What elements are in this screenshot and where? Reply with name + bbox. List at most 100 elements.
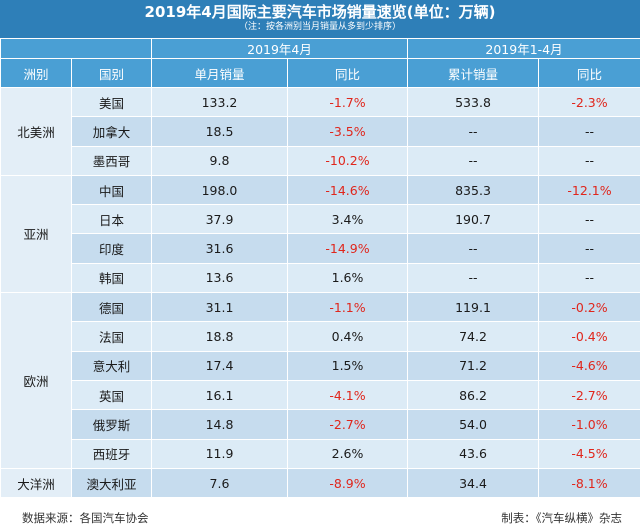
table-row: 印度 31.6 -14.9% -- -- <box>1 233 640 264</box>
yoy-month-cell: -1.7% <box>286 86 409 118</box>
yoy-ytd-cell: -0.2% <box>538 292 640 323</box>
table-row: 韩国 13.6 1.6% -- -- <box>1 262 640 294</box>
monthly-cell: 7.6 <box>151 467 288 499</box>
page-title: 2019年4月国际主要汽车市场销量速览(单位：万辆) <box>144 3 496 21</box>
table-row: 欧洲 德国 31.1 -1.1% 119.1 -0.2% <box>0 292 640 469</box>
country-cell: 法国 <box>71 321 152 352</box>
table-row: 亚洲 中国 198.0 -14.6% 835.3 -12.1% <box>0 174 640 294</box>
monthly-cell: 18.8 <box>151 321 288 352</box>
yoy-month-cell: 1.5% <box>286 350 409 381</box>
sales-table: 2019年4月 2019年1-4月 洲别 国别 单月销量 同比 累计销量 同比 … <box>0 38 640 499</box>
table-maker: 制表：《汽车纵横》杂志 <box>501 511 622 525</box>
yoy-month-cell: 0.4% <box>286 321 409 352</box>
table-row: 西班牙 11.9 2.6% 43.6 -4.5% <box>1 438 640 469</box>
yoy-ytd-cell: -4.5% <box>538 438 640 469</box>
table-row: 俄罗斯 14.8 -2.7% 54.0 -1.0% <box>1 409 640 440</box>
country-cell: 澳大利亚 <box>71 467 152 499</box>
yoy-ytd-cell: -8.1% <box>538 467 640 499</box>
cumulative-cell: 71.2 <box>407 350 540 381</box>
cumulative-cell: 119.1 <box>407 292 540 323</box>
header-country: 国别 <box>71 58 152 88</box>
page-subtitle: （注：按各洲别当月销量从多到少排序） <box>238 22 401 32</box>
table-row: 加拿大 18.5 -3.5% -- -- <box>1 116 640 147</box>
header-monthly-sales: 单月销量 <box>151 58 288 88</box>
region-north-america: 北美洲 <box>0 87 72 176</box>
monthly-cell: 11.9 <box>151 438 288 469</box>
yoy-ytd-cell: -0.4% <box>538 321 640 352</box>
table-row: 北美洲 美国 133.2 -1.7% 533.8 -2.3% <box>0 86 640 176</box>
yoy-ytd-cell: -1.0% <box>538 409 640 440</box>
country-cell: 意大利 <box>71 350 152 381</box>
country-cell: 英国 <box>71 379 152 411</box>
country-cell: 加拿大 <box>71 116 152 147</box>
monthly-cell: 9.8 <box>151 145 288 176</box>
cumulative-cell: -- <box>407 145 540 176</box>
region-oceania: 大洋洲 <box>0 467 72 499</box>
header-row-columns: 洲别 国别 单月销量 同比 累计销量 同比 <box>0 58 640 88</box>
yoy-month-cell: -1.1% <box>286 292 409 323</box>
monthly-cell: 37.9 <box>151 204 288 235</box>
yoy-month-cell: -14.6% <box>286 174 409 206</box>
header-row-period: 2019年4月 2019年1-4月 <box>0 38 640 59</box>
cumulative-cell: 74.2 <box>407 321 540 352</box>
yoy-month-cell: 2.6% <box>286 438 409 469</box>
table-row: 日本 37.9 3.4% 190.7 -- <box>1 204 640 235</box>
cumulative-cell: -- <box>407 116 540 147</box>
cumulative-cell: 34.4 <box>407 467 540 499</box>
yoy-month-cell: -3.5% <box>286 116 409 147</box>
country-cell: 德国 <box>71 292 152 323</box>
region-asia: 亚洲 <box>0 174 72 294</box>
header-yoy-month: 同比 <box>286 58 409 88</box>
yoy-month-cell: -4.1% <box>286 379 409 411</box>
yoy-ytd-cell: -2.3% <box>538 86 640 118</box>
title-bar: 2019年4月国际主要汽车市场销量速览(单位：万辆) （注：按各洲别当月销量从多… <box>0 0 640 38</box>
cumulative-cell: -- <box>407 233 540 264</box>
country-cell: 印度 <box>71 233 152 264</box>
footer: 数据来源：各国汽车协会 制表：《汽车纵横》杂志 <box>0 504 640 530</box>
yoy-ytd-cell: -- <box>538 204 640 235</box>
yoy-month-cell: -10.2% <box>286 145 409 176</box>
yoy-ytd-cell: -- <box>538 262 640 294</box>
yoy-ytd-cell: -- <box>538 145 640 176</box>
yoy-month-cell: -2.7% <box>286 409 409 440</box>
header-blank <box>0 38 152 59</box>
header-cumulative-sales: 累计销量 <box>407 58 540 88</box>
table-row: 意大利 17.4 1.5% 71.2 -4.6% <box>1 350 640 381</box>
cumulative-cell: 86.2 <box>407 379 540 411</box>
table-row: 墨西哥 9.8 -10.2% -- -- <box>1 145 640 176</box>
monthly-cell: 31.1 <box>151 292 288 323</box>
table-row: 英国 16.1 -4.1% 86.2 -2.7% <box>1 379 640 411</box>
yoy-month-cell: -8.9% <box>286 467 409 499</box>
header-yoy-ytd: 同比 <box>538 58 640 88</box>
monthly-cell: 198.0 <box>151 174 288 206</box>
header-period-april: 2019年4月 <box>150 38 409 59</box>
monthly-cell: 13.6 <box>151 262 288 294</box>
yoy-ytd-cell: -2.7% <box>538 379 640 411</box>
yoy-month-cell: 3.4% <box>286 204 409 235</box>
monthly-cell: 17.4 <box>151 350 288 381</box>
country-cell: 俄罗斯 <box>71 409 152 440</box>
yoy-ytd-cell: -- <box>538 116 640 147</box>
header-continent: 洲别 <box>0 58 72 88</box>
yoy-ytd-cell: -- <box>538 233 640 264</box>
cumulative-cell: 54.0 <box>407 409 540 440</box>
yoy-month-cell: -14.9% <box>286 233 409 264</box>
country-cell: 中国 <box>71 174 152 206</box>
cumulative-cell: -- <box>407 262 540 294</box>
monthly-cell: 14.8 <box>151 409 288 440</box>
monthly-cell: 31.6 <box>151 233 288 264</box>
header-period-ytd: 2019年1-4月 <box>407 38 640 59</box>
monthly-cell: 16.1 <box>151 379 288 411</box>
region-europe: 欧洲 <box>0 292 72 469</box>
table-row: 大洋洲 澳大利亚 7.6 -8.9% 34.4 -8.1% <box>0 467 640 499</box>
cumulative-cell: 533.8 <box>407 86 540 118</box>
data-source: 数据来源：各国汽车协会 <box>22 511 149 525</box>
cumulative-cell: 190.7 <box>407 204 540 235</box>
yoy-month-cell: 1.6% <box>286 262 409 294</box>
yoy-ytd-cell: -12.1% <box>538 174 640 206</box>
monthly-cell: 18.5 <box>151 116 288 147</box>
country-cell: 西班牙 <box>71 438 152 469</box>
country-cell: 韩国 <box>71 262 152 294</box>
table-row: 法国 18.8 0.4% 74.2 -0.4% <box>1 321 640 352</box>
